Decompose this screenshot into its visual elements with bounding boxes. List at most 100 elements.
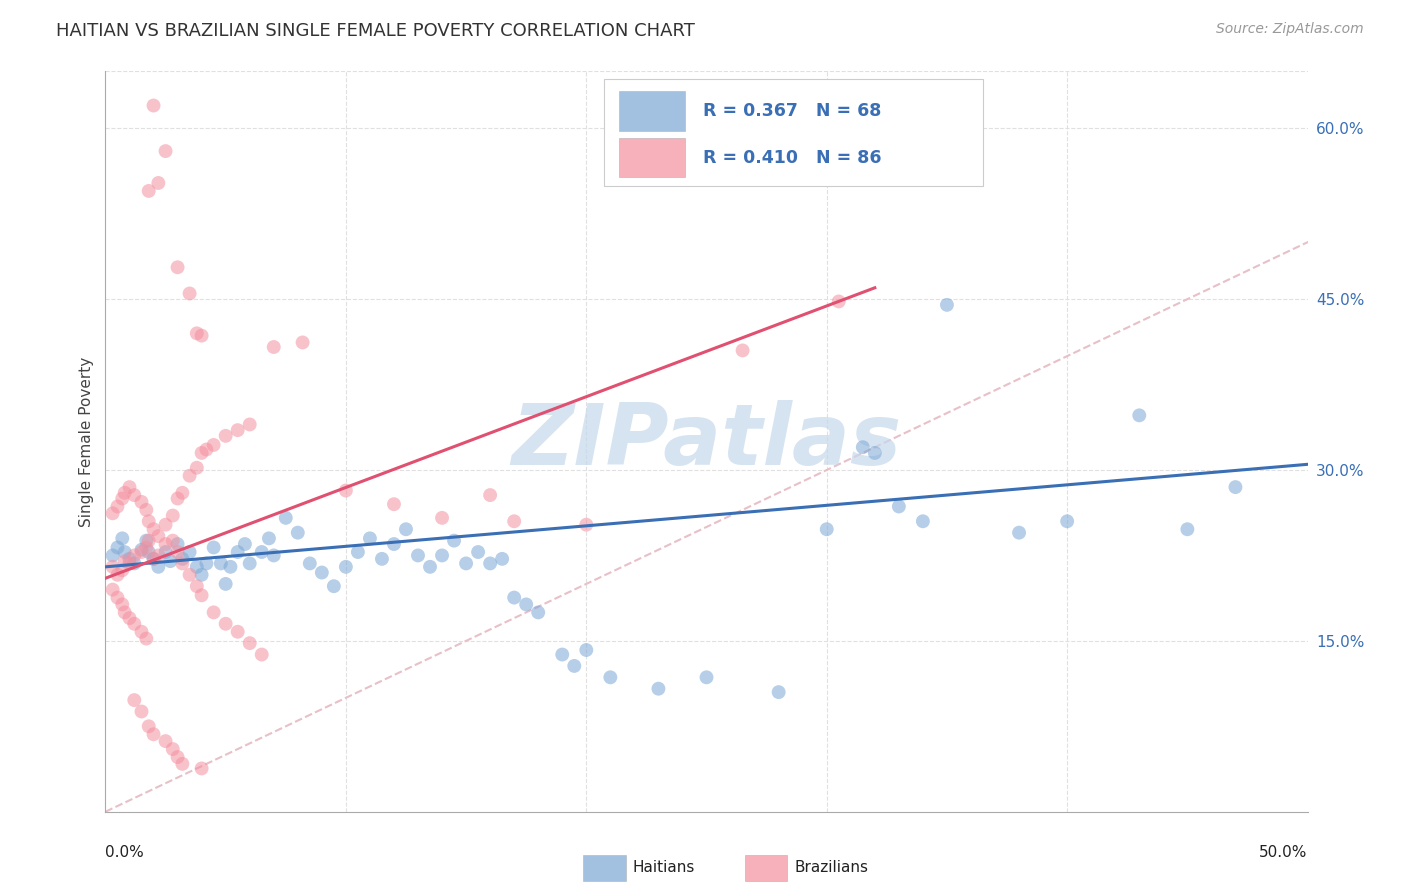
Point xyxy=(142,522,165,536)
Point xyxy=(186,326,208,341)
Point xyxy=(131,705,153,719)
Point xyxy=(166,545,188,559)
Point xyxy=(124,549,146,563)
Point xyxy=(131,545,153,559)
Point xyxy=(155,545,177,559)
Point xyxy=(202,438,225,452)
Point xyxy=(190,588,212,602)
Point xyxy=(419,559,441,574)
Point xyxy=(395,522,418,536)
Point xyxy=(135,632,157,646)
Point xyxy=(491,552,513,566)
Point xyxy=(155,537,177,551)
Point xyxy=(311,566,333,580)
Point xyxy=(118,480,141,494)
Point xyxy=(214,577,236,591)
Point xyxy=(214,429,236,443)
Point xyxy=(863,446,886,460)
Point xyxy=(195,557,218,571)
Point xyxy=(135,541,157,555)
Point xyxy=(148,176,170,190)
Point xyxy=(209,557,232,571)
Point xyxy=(479,557,502,571)
Point xyxy=(118,552,141,566)
Point xyxy=(131,542,153,557)
Point xyxy=(142,98,165,112)
Point xyxy=(202,606,225,620)
Point xyxy=(172,557,194,571)
Point xyxy=(114,554,136,568)
FancyBboxPatch shape xyxy=(619,138,685,178)
Point xyxy=(138,184,160,198)
Point xyxy=(111,491,134,506)
Point xyxy=(172,485,194,500)
Point xyxy=(107,541,129,555)
FancyBboxPatch shape xyxy=(605,78,983,186)
Point xyxy=(1175,522,1198,536)
Point xyxy=(768,685,790,699)
Point xyxy=(335,559,357,574)
Point xyxy=(467,545,489,559)
Point xyxy=(114,545,136,559)
Point xyxy=(142,552,165,566)
Point xyxy=(159,554,181,568)
Point xyxy=(166,491,188,506)
Point xyxy=(111,563,134,577)
Point xyxy=(190,446,212,460)
Point xyxy=(190,761,212,775)
FancyBboxPatch shape xyxy=(619,91,685,130)
Point xyxy=(263,340,285,354)
Point xyxy=(828,294,851,309)
Point xyxy=(551,648,574,662)
Point xyxy=(382,497,405,511)
Point xyxy=(287,525,309,540)
Point xyxy=(1128,409,1150,423)
Point xyxy=(731,343,754,358)
Point xyxy=(1056,514,1078,528)
Point xyxy=(815,522,838,536)
Point xyxy=(382,537,405,551)
Point xyxy=(135,503,157,517)
Point xyxy=(155,517,177,532)
Point xyxy=(911,514,934,528)
Point xyxy=(155,734,177,748)
Point xyxy=(186,559,208,574)
Point xyxy=(162,742,184,756)
Text: 50.0%: 50.0% xyxy=(1260,845,1308,860)
Point xyxy=(195,442,218,457)
Point xyxy=(214,616,236,631)
Point xyxy=(155,144,177,158)
Point xyxy=(107,500,129,514)
Point xyxy=(936,298,959,312)
Point xyxy=(503,591,526,605)
Point xyxy=(257,532,280,546)
Text: R = 0.410   N = 86: R = 0.410 N = 86 xyxy=(703,149,882,167)
Point xyxy=(575,643,598,657)
Point xyxy=(233,537,256,551)
Point xyxy=(527,606,550,620)
Point xyxy=(250,648,273,662)
Point xyxy=(138,533,160,548)
Point xyxy=(202,541,225,555)
Point xyxy=(138,514,160,528)
Point xyxy=(515,598,537,612)
Text: ZIPatlas: ZIPatlas xyxy=(512,400,901,483)
Point xyxy=(347,545,370,559)
Text: HAITIAN VS BRAZILIAN SINGLE FEMALE POVERTY CORRELATION CHART: HAITIAN VS BRAZILIAN SINGLE FEMALE POVER… xyxy=(56,22,695,40)
Point xyxy=(250,545,273,559)
Point xyxy=(124,616,146,631)
Text: Source: ZipAtlas.com: Source: ZipAtlas.com xyxy=(1216,22,1364,37)
Point xyxy=(226,423,249,437)
Y-axis label: Single Female Poverty: Single Female Poverty xyxy=(79,357,94,526)
Point xyxy=(138,545,160,559)
Point xyxy=(186,460,208,475)
Point xyxy=(263,549,285,563)
Point xyxy=(226,624,249,639)
Point xyxy=(599,670,621,684)
Point xyxy=(179,468,201,483)
Text: Haitians: Haitians xyxy=(633,861,695,875)
Point xyxy=(131,624,153,639)
Text: 0.0%: 0.0% xyxy=(105,845,145,860)
Point xyxy=(142,727,165,741)
Point xyxy=(219,559,242,574)
